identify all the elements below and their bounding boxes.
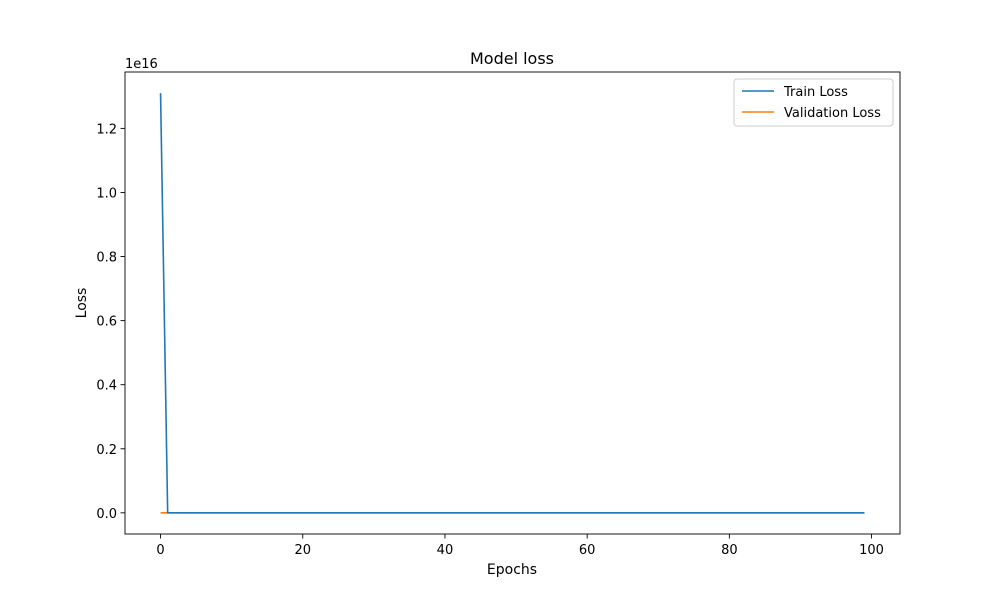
- y-axis-ticks: 0.0 0.2 0.4 0.6 0.8 1.0 1.2: [96, 122, 125, 522]
- chart-title: Model loss: [470, 49, 554, 68]
- y-tick-label: 0.6: [96, 315, 117, 330]
- y-tick-label: 1.0: [96, 186, 117, 201]
- x-tick-label: 0: [156, 543, 164, 558]
- x-tick-label: 100: [859, 543, 884, 558]
- x-axis-label: Epochs: [487, 562, 537, 578]
- plot-frame: [124, 71, 901, 535]
- x-tick-label: 40: [437, 543, 454, 558]
- legend-label-validation-loss: Validation Loss: [784, 106, 881, 121]
- y-tick-label: 0.2: [96, 443, 117, 458]
- x-tick-label: 60: [579, 543, 596, 558]
- x-tick-label: 20: [294, 543, 311, 558]
- x-tick-label: 80: [721, 543, 738, 558]
- y-axis-scale-label: 1e16: [125, 57, 158, 72]
- legend-label-train-loss: Train Loss: [783, 85, 848, 100]
- x-axis-ticks: 0 20 40 60 80 100: [156, 534, 884, 558]
- y-tick-label: 0.0: [96, 507, 117, 522]
- y-tick-label: 0.4: [96, 379, 117, 394]
- series-layer: [159, 93, 865, 514]
- y-tick-label: 0.8: [96, 251, 117, 266]
- y-axis-label: Loss: [74, 288, 90, 319]
- y-tick-label: 1.2: [96, 122, 117, 137]
- series-line-train-loss: [159, 93, 865, 514]
- legend: Train Loss Validation Loss: [733, 78, 894, 127]
